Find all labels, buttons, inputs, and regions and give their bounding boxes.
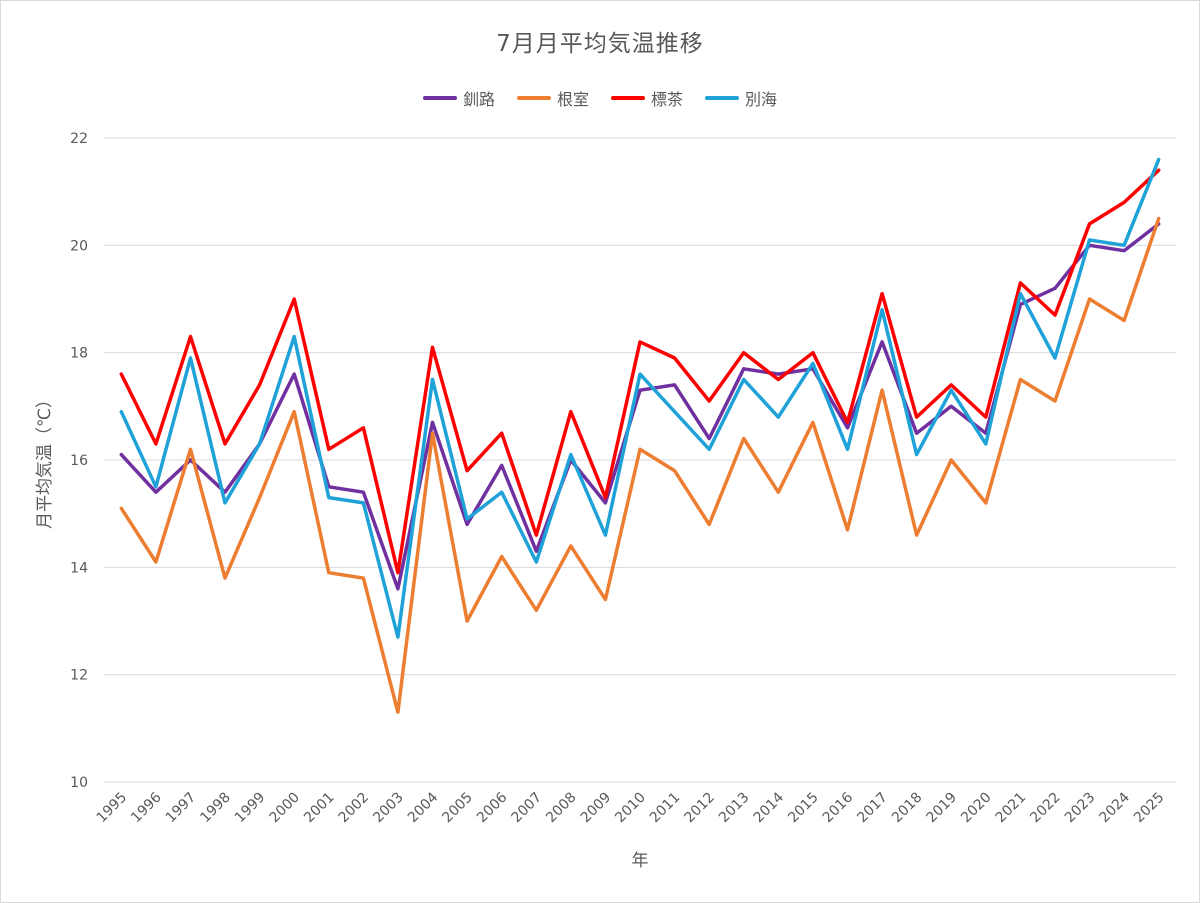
x-tick-label: 1998 — [197, 790, 234, 827]
x-tick-label: 2007 — [509, 790, 546, 827]
x-tick-label: 2008 — [543, 790, 580, 827]
y-tick-label: 12 — [70, 668, 88, 684]
x-tick-label: 2006 — [474, 789, 511, 826]
y-axis-ticks: 10 12 14 16 18 20 22 — [70, 131, 88, 791]
x-tick-label: 2003 — [370, 790, 407, 827]
series-line — [119, 157, 1161, 639]
x-tick-label: 2016 — [820, 789, 857, 826]
x-tick-label: 2005 — [439, 790, 476, 827]
legend-item: 別海 — [705, 86, 777, 110]
x-tick-label: 2023 — [1062, 790, 1099, 827]
x-tick-label: 2024 — [1096, 789, 1133, 826]
x-tick-label: 2001 — [301, 790, 338, 827]
legend-swatch — [705, 96, 740, 100]
x-tick-label: 2002 — [336, 790, 373, 827]
x-tick-label: 2017 — [854, 790, 891, 827]
y-tick-label: 16 — [70, 453, 88, 469]
x-tick-label: 2022 — [1027, 790, 1064, 827]
x-axis-ticks: 1995199619971998199920002001200220032004… — [94, 789, 1168, 826]
legend-label: 別海 — [745, 90, 778, 109]
series-line — [119, 222, 1161, 591]
chart-title: 7月月平均気温推移 — [496, 31, 704, 57]
x-axis-title: 年 — [632, 851, 649, 871]
legend: 釧路 根室 標茶 別海 — [0, 86, 1200, 110]
series-line — [119, 216, 1161, 714]
legend-item: 釧路 — [422, 86, 495, 110]
y-tick-label: 20 — [70, 238, 88, 254]
x-tick-label: 2011 — [647, 790, 684, 827]
legend-item: 根室 — [516, 86, 589, 110]
legend-label: 釧路 — [462, 90, 495, 109]
y-tick-label: 18 — [70, 346, 88, 362]
x-tick-label: 2021 — [993, 790, 1030, 827]
x-tick-label: 2010 — [612, 790, 649, 827]
legend-swatch — [422, 96, 457, 100]
y-tick-label: 22 — [70, 131, 88, 147]
x-tick-label: 2012 — [681, 790, 718, 827]
x-tick-label: 1996 — [128, 789, 165, 826]
series-lines — [119, 157, 1161, 714]
gridlines — [104, 137, 1176, 783]
x-tick-label: 2004 — [405, 789, 442, 826]
x-tick-label: 2020 — [958, 790, 995, 827]
legend-swatch — [611, 96, 645, 100]
x-tick-label: 2015 — [785, 790, 822, 827]
y-tick-label: 10 — [70, 775, 88, 791]
x-tick-label: 1997 — [163, 790, 200, 827]
x-tick-label: 2000 — [267, 790, 304, 827]
x-tick-label: 2009 — [578, 790, 615, 827]
legend-label: 標茶 — [651, 90, 684, 109]
series-line — [119, 168, 1161, 575]
y-axis-title: 月平均気温（℃） — [35, 391, 55, 529]
legend-label: 根室 — [556, 90, 589, 109]
y-tick-label: 14 — [70, 560, 88, 576]
x-tick-label: 2013 — [716, 790, 753, 827]
x-tick-label: 2025 — [1131, 790, 1168, 827]
legend-swatch — [516, 96, 551, 100]
x-tick-label: 2014 — [751, 789, 788, 826]
x-tick-label: 1999 — [232, 790, 269, 827]
x-tick-label: 1995 — [94, 790, 131, 827]
legend-item: 標茶 — [611, 86, 683, 110]
x-tick-label: 2018 — [889, 790, 926, 827]
x-tick-label: 2019 — [924, 790, 961, 827]
